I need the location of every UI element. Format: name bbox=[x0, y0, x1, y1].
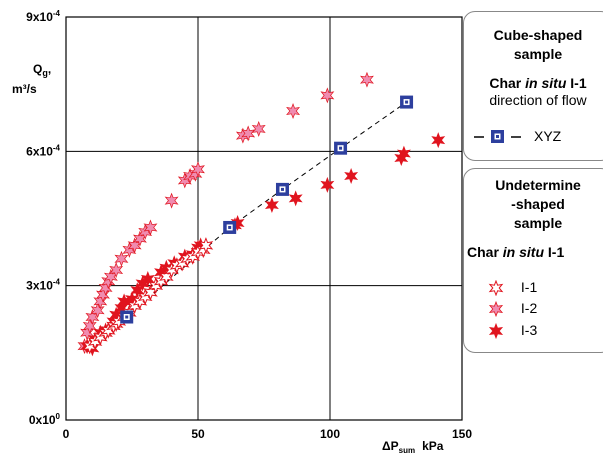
star-solid-icon bbox=[489, 323, 503, 339]
xyz-trend-line bbox=[126, 101, 407, 318]
series-i-2-point bbox=[360, 72, 374, 88]
star-pink-icon bbox=[489, 301, 503, 317]
legend-item-i2: I-2 bbox=[487, 300, 537, 318]
y-tick-label: 0x100 bbox=[29, 412, 61, 427]
xyz-point-core bbox=[405, 100, 409, 104]
xyz-point-core bbox=[339, 146, 343, 150]
y-tick-label: 6x10-4 bbox=[26, 143, 60, 158]
plot-frame bbox=[65, 16, 463, 421]
legend-cube-char: Char in situ I-1 bbox=[489, 75, 587, 91]
series-i-2-point bbox=[286, 103, 300, 119]
x-tick-label: 0 bbox=[63, 427, 70, 441]
legend-undetermined-shaped: Undetermine -shaped sample Char in situ … bbox=[463, 168, 603, 353]
series-i-3-point bbox=[344, 168, 358, 184]
legend-und-char: Char in situ I-1 bbox=[467, 244, 565, 260]
xyz-point-core bbox=[228, 225, 232, 229]
series-i-2-point bbox=[320, 87, 334, 103]
y-tick-label: 9x10-4 bbox=[26, 9, 60, 24]
star-open-icon bbox=[489, 280, 503, 296]
series-i-2-point bbox=[165, 193, 179, 209]
x-tick-label: 150 bbox=[452, 427, 472, 441]
legend-cube-direction: direction of flow bbox=[489, 92, 587, 108]
xyz-swatch-icon bbox=[474, 130, 521, 144]
legend-item-i1: I-1 bbox=[487, 279, 537, 297]
series-i-3-point bbox=[320, 177, 334, 193]
y-axis-label: Qg, bbox=[33, 62, 51, 78]
series-i-2-point bbox=[252, 121, 266, 137]
legend-item-i3: I-3 bbox=[487, 322, 537, 340]
series-i-3-point bbox=[431, 132, 445, 148]
plot-area bbox=[77, 72, 445, 356]
y-axis-unit: m³/s bbox=[12, 82, 37, 96]
series-i-3-point bbox=[289, 190, 303, 206]
legend-und-title-3: sample bbox=[513, 215, 563, 231]
legend-cube-title-2: sample bbox=[513, 46, 563, 62]
x-tick-label: 100 bbox=[320, 427, 340, 441]
axes: 0 50 100 150 0x100 3x10-4 6x10-4 9x10-4 bbox=[26, 9, 472, 441]
xyz-point-core bbox=[125, 315, 129, 319]
legend-und-title-2: -shaped bbox=[511, 196, 565, 212]
x-axis-label: ΔPsum kPa bbox=[382, 439, 444, 453]
legend-cube-title-1: Cube-shaped bbox=[493, 27, 583, 43]
legend-und-title-1: Undetermine bbox=[495, 177, 581, 193]
series-i-2-point bbox=[114, 251, 129, 267]
legend-item-xyz: XYZ bbox=[474, 128, 603, 146]
y-tick-label: 3x10-4 bbox=[26, 278, 60, 293]
legend-cube-shaped: Cube-shaped sample Char in situ I-1 dire… bbox=[463, 11, 603, 161]
grid bbox=[65, 16, 463, 421]
xyz-point-core bbox=[280, 187, 284, 191]
x-tick-label: 50 bbox=[191, 427, 205, 441]
